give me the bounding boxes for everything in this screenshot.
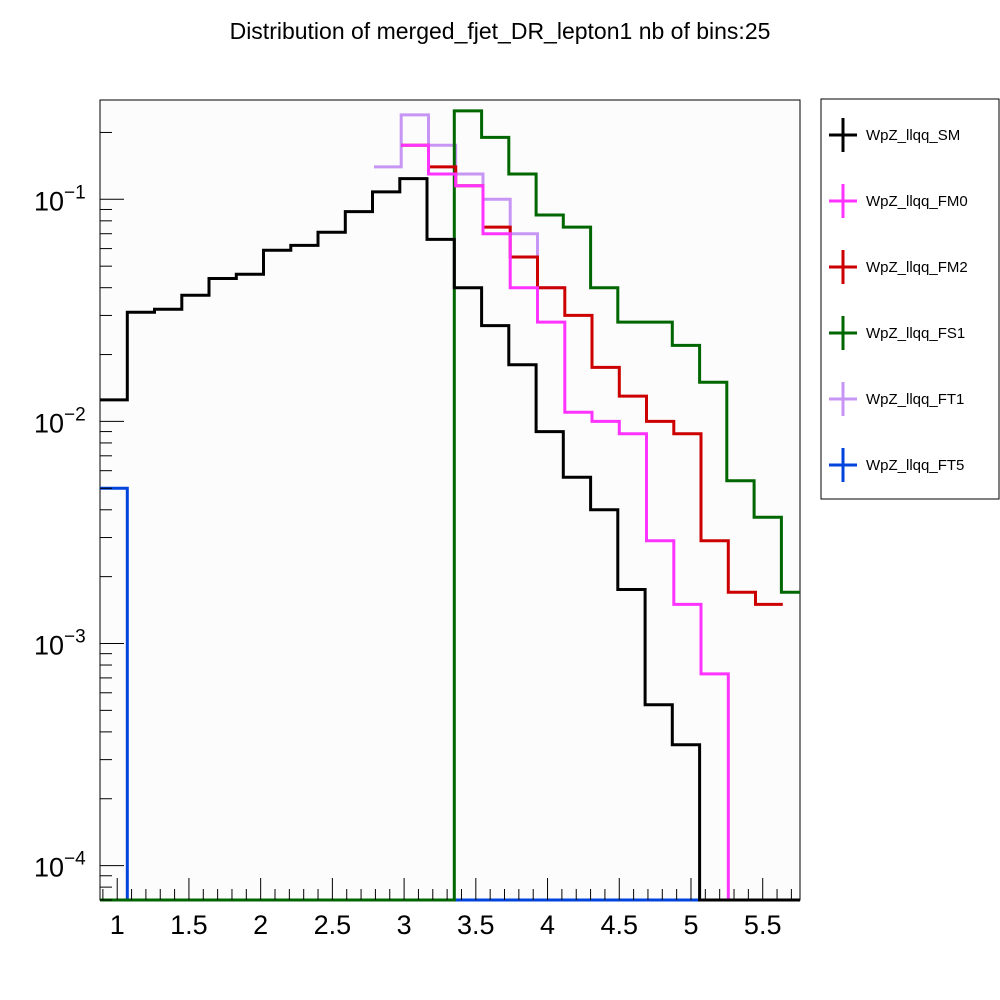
x-tick-label: 5 xyxy=(683,910,698,940)
x-tick-label: 4.5 xyxy=(600,910,638,940)
x-tick-label: 3.5 xyxy=(457,910,495,940)
y-tick-label: 10−3 xyxy=(34,627,86,661)
chart-title: Distribution of merged_fjet_DR_lepton1 n… xyxy=(229,18,771,44)
legend-label: WpZ_llqq_SM xyxy=(866,127,960,144)
plot-frame xyxy=(99,99,801,901)
x-tick-label: 4 xyxy=(540,910,555,940)
x-tick-label: 2.5 xyxy=(314,910,352,940)
legend-item: WpZ_llqq_FS1 xyxy=(829,316,965,350)
axes-layer: 1 1.5 2 2.5 3 3.5 4 4.5 5 5.5 10−1 10−2 10−3 10−4 xyxy=(34,131,792,940)
legend-item: WpZ_llqq_FM0 xyxy=(829,184,968,218)
series-WpZ_llqq_FT1 xyxy=(374,113,565,290)
legend-label: WpZ_llqq_FT1 xyxy=(866,391,964,408)
x-tick-label: 2 xyxy=(253,910,268,940)
legend-label: WpZ_llqq_FM2 xyxy=(866,259,968,276)
series-WpZ_llqq_SM xyxy=(100,177,800,902)
series-WpZ_llqq_FS1 xyxy=(100,109,800,902)
y-tick-label: 10−1 xyxy=(34,182,86,216)
x-tick-label: 1 xyxy=(110,910,125,940)
legend: WpZ_llqq_SM WpZ_llqq_FM0 WpZ_llqq_FM2 WpZ_l… xyxy=(820,98,1000,500)
x-tick-label: 3 xyxy=(397,910,412,940)
x-tick-label: 1.5 xyxy=(170,910,208,940)
series-WpZ_llqq_FM0 xyxy=(401,143,783,902)
legend-item: WpZ_llqq_FT5 xyxy=(829,448,964,482)
legend-item: WpZ_llqq_FM2 xyxy=(829,250,968,284)
y-tick-label: 10−4 xyxy=(34,849,86,883)
legend-label: WpZ_llqq_FT5 xyxy=(866,457,964,474)
y-tick-label: 10−2 xyxy=(34,404,86,438)
legend-box xyxy=(820,98,1000,500)
legend-item: WpZ_llqq_SM xyxy=(829,118,960,152)
legend-label: WpZ_llqq_FS1 xyxy=(866,325,965,342)
x-tick-label: 5.5 xyxy=(744,910,782,940)
legend-label: WpZ_llqq_FM0 xyxy=(866,193,968,210)
legend-item: WpZ_llqq_FT1 xyxy=(829,382,964,416)
series-layer xyxy=(100,109,800,902)
